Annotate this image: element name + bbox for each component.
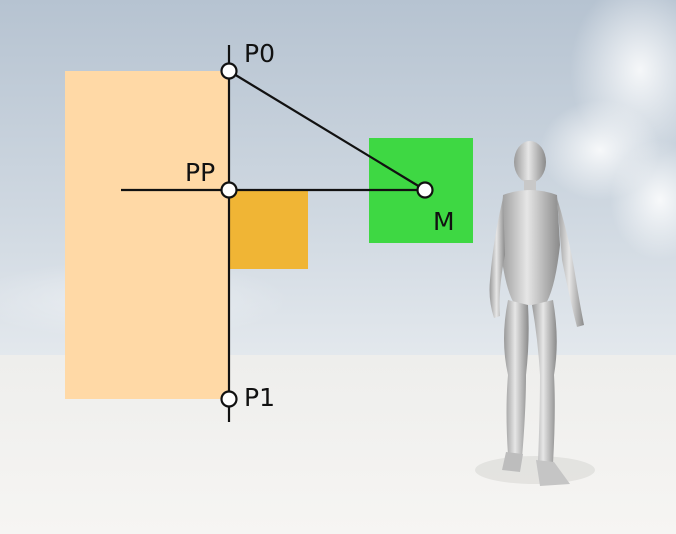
humanoid-figure-icon	[475, 141, 595, 486]
point-p1	[220, 390, 238, 408]
point-p0	[220, 62, 238, 80]
diagonal-line	[228, 70, 426, 191]
label-p0: P0	[244, 39, 275, 68]
point-pp	[220, 181, 238, 199]
plane-rectangle	[65, 71, 229, 399]
label-pp: PP	[185, 158, 216, 187]
label-p1: P1	[244, 383, 275, 412]
small-box	[229, 190, 308, 269]
label-m: M	[433, 207, 455, 236]
point-m	[416, 181, 434, 199]
